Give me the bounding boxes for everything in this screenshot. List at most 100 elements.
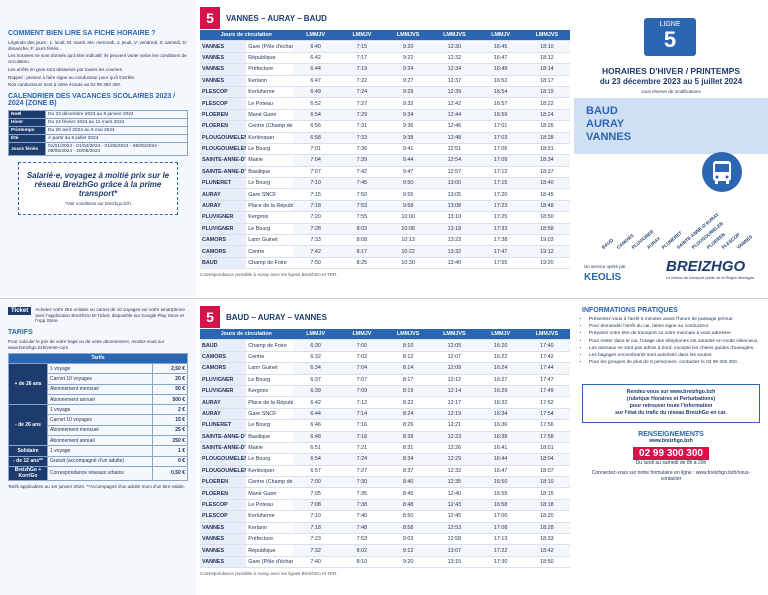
- time: 9:24: [385, 63, 432, 76]
- group: - de 26 ans: [8, 404, 48, 447]
- time: 12:29: [431, 453, 478, 466]
- time: 6:56: [292, 120, 339, 133]
- stop: Basilique: [246, 166, 293, 179]
- info-item: Présentez-vous à l'arrêt 5 minutes avant…: [589, 317, 760, 323]
- time: 13:32: [431, 245, 478, 258]
- time: 6:47: [292, 75, 339, 87]
- time: 7:07: [338, 374, 385, 386]
- stop-row: SAINTE-ANNE-D'AURAYMairie6:517:218:3112:…: [200, 442, 570, 455]
- website: www.breizhgo.bzh: [649, 437, 693, 444]
- time: 12:48: [431, 132, 478, 144]
- time: 12:43: [431, 499, 478, 512]
- stop-row: PLOUGOUMELEN Kerlécquer 6:58 7:33 9:38 12:48 1…: [200, 132, 570, 144]
- time: 18:14: [523, 63, 570, 76]
- time: 6:58: [292, 132, 339, 144]
- timetable-header: 5 VANNES – AURAY – BAUD: [200, 6, 570, 30]
- time: 7:10: [292, 510, 339, 523]
- stop: Mané Guen: [246, 109, 293, 122]
- time: 8:50: [385, 510, 432, 523]
- hours: Du lundi au samedi de 8h à 20h: [635, 459, 707, 466]
- time: 7:24: [338, 86, 385, 99]
- calendar-row: Hiver Du 24 février 2024 au 11 mars 2024: [8, 118, 188, 128]
- commune: PLUVIGNER: [200, 211, 247, 224]
- line-badge: 5: [200, 7, 220, 29]
- time: 18:20: [523, 510, 570, 523]
- time: 8:25: [338, 257, 385, 270]
- days: LMMJV: [477, 30, 524, 42]
- time: 7:12: [338, 396, 385, 409]
- commune: PLOUGOUMELEN: [200, 465, 247, 478]
- calendar-row: Printemps Du 20 avril 2024 au 6 mai 2024: [8, 126, 188, 136]
- line-badge: 5: [200, 306, 220, 328]
- price: 2 €: [152, 404, 188, 416]
- calendar-cell: Jours fériés: [8, 142, 46, 157]
- time: 18:31: [523, 143, 570, 156]
- time: 12:21: [431, 419, 478, 432]
- product: 1 voyage: [47, 404, 153, 416]
- time: 12:37: [431, 75, 478, 87]
- time: 16:47: [477, 52, 524, 65]
- time: 17:13: [477, 533, 524, 546]
- time: 7:18: [292, 522, 339, 535]
- time: 16:57: [477, 97, 524, 110]
- paragraph: Les arrêts en gras sont desservis par to…: [8, 66, 124, 72]
- commune: AURAY: [200, 188, 247, 201]
- line-label: LIGNE: [659, 21, 681, 28]
- time: 8:10: [338, 556, 385, 569]
- time: 7:40: [338, 510, 385, 523]
- days: LMMJVS: [431, 329, 478, 341]
- timetable-title: VANNES – AURAY – BAUD: [226, 13, 327, 23]
- stop: Le Poteau: [246, 499, 293, 512]
- time: 9:29: [385, 86, 432, 99]
- time: 17:38: [477, 234, 524, 247]
- time: 7:55: [338, 211, 385, 224]
- commune: VANNES: [200, 544, 247, 557]
- time: 9:41: [385, 143, 432, 156]
- time: 6:39: [292, 385, 339, 398]
- days: LMMJV: [292, 329, 339, 341]
- time: 6:46: [292, 419, 339, 432]
- stop: Lann Guinet: [246, 362, 293, 375]
- stop: République: [246, 544, 293, 557]
- time: 6:42: [292, 396, 339, 409]
- time: 18:28: [523, 132, 570, 144]
- stop-row: VANNES Kerlann 7:18 7:48 8:58 12:53 17:08 18:28: [200, 522, 570, 535]
- commune: SAINTE-ANNE-D'AURAY: [200, 154, 247, 167]
- time: 17:25: [477, 211, 524, 224]
- time: 7:53: [338, 533, 385, 546]
- tagline: Le réseau de transport public de la Régi…: [666, 276, 755, 280]
- time: 18:37: [523, 166, 570, 179]
- time: 7:39: [338, 154, 385, 167]
- tariff-row: - de 26 ans 1 voyage 2 €: [8, 404, 188, 447]
- time: 13:23: [431, 234, 478, 247]
- info-item: Pour rester dans le car, l'usage des tél…: [589, 339, 760, 345]
- time: 7:42: [338, 166, 385, 179]
- commune: SAINTE-ANNE-D'AURAY: [200, 166, 247, 179]
- time: 16:55: [477, 487, 524, 500]
- calendar-row: Jours fériés 01/01/2024 - 01/04/2024 - 01…: [8, 142, 188, 157]
- time: 8:40: [385, 476, 432, 489]
- commune: PLUNERET: [200, 419, 247, 432]
- tariff-row: - de 12 ans** Gratuit (accompagné d'un ad…: [8, 455, 188, 467]
- time: 8:48: [385, 499, 432, 512]
- time: 6:44: [292, 408, 339, 421]
- time: 8:17: [338, 245, 385, 258]
- time: 18:15: [523, 487, 570, 500]
- calendar-cell: Hiver: [8, 118, 46, 128]
- time: 6:57: [292, 465, 339, 478]
- time: 8:34: [385, 453, 432, 466]
- paragraph: Légende des jours : L: lundi, M: mardi, …: [8, 40, 188, 51]
- group: BreizhGo + KorriGo: [8, 465, 48, 481]
- commune: PLUVIGNER: [200, 374, 247, 386]
- price: 2,50 €: [152, 362, 188, 375]
- time: 17:47: [523, 374, 570, 386]
- stop: Basilique: [246, 431, 293, 443]
- brand: BREIZHGO: [666, 258, 746, 275]
- commune: PLOEREN: [200, 120, 247, 133]
- time: 8:37: [385, 465, 432, 478]
- commune: PLUVIGNER: [200, 223, 247, 236]
- ad-title: Salarié·e, voyagez à moitié prix sur le …: [26, 171, 170, 199]
- time: 18:34: [523, 154, 570, 167]
- time: 12:32: [431, 52, 478, 65]
